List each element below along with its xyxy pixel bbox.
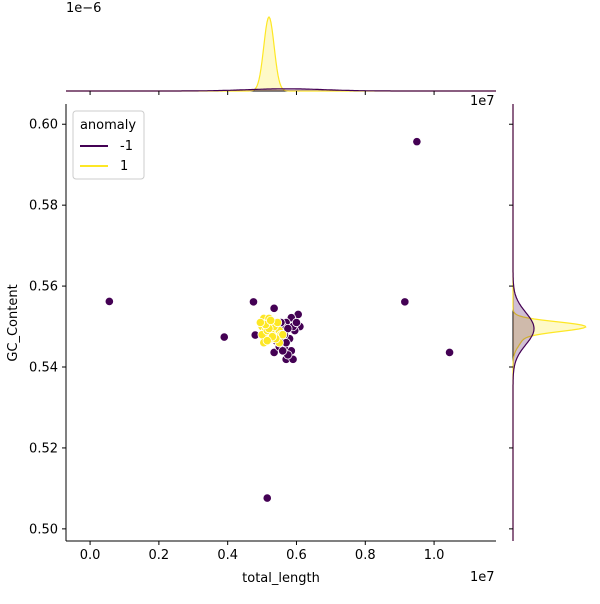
- main-axes: [65, 104, 496, 542]
- point-series0-9: [269, 347, 279, 358]
- legend-box: [72, 110, 145, 180]
- y-ticks: 0.50 0.52 0.54 0.56 0.58 0.60: [29, 118, 513, 537]
- y-axis-label: GC_Content: [6, 284, 21, 361]
- legend-label-neg1: -1: [120, 139, 133, 154]
- top-marginal-offset-label: 1e−6: [66, 1, 101, 16]
- top-marginal-curve-1: [66, 88, 496, 92]
- point-series1-28: [255, 317, 265, 328]
- point-series0-7: [269, 303, 279, 313]
- y-tick-label-1: 0.52: [29, 441, 58, 456]
- point-series0-2: [412, 137, 422, 147]
- x-tick-label-3: 0.6: [286, 548, 307, 563]
- point-series0-1: [219, 332, 229, 342]
- y-tick-label-3: 0.56: [29, 280, 58, 295]
- right-marginal-offset-label: 1e7: [470, 94, 495, 109]
- x-tick-label-1: 0.2: [149, 548, 170, 563]
- legend: anomaly -1 1: [72, 110, 145, 180]
- x-axis-offset-label: 1e7: [470, 570, 495, 585]
- right-marginal-fill-1: [513, 104, 534, 541]
- right-marginal-fill-0: [513, 104, 586, 541]
- point-series0-5: [262, 493, 272, 503]
- point-series0-4: [444, 347, 455, 358]
- x-tick-label-2: 0.4: [217, 548, 238, 563]
- point-series0-34: [283, 323, 293, 334]
- point-series0-30: [291, 317, 302, 328]
- top-marginal-density: [66, 15, 496, 92]
- point-series0-31: [278, 346, 288, 356]
- x-tick-label-5: 1.0: [424, 548, 445, 563]
- legend-title: anomaly: [80, 118, 136, 133]
- y-tick-label-4: 0.58: [29, 199, 58, 214]
- right-marginal-density: [512, 104, 587, 541]
- y-tick-label-0: 0.50: [29, 522, 58, 537]
- point-series1-22: [278, 330, 288, 340]
- point-series0-0: [104, 296, 114, 307]
- point-series0-3: [400, 297, 410, 307]
- point-series0-6: [248, 297, 259, 307]
- y-tick-label-5: 0.60: [29, 118, 58, 133]
- scatter-points: [104, 137, 455, 503]
- legend-label-pos1: 1: [120, 159, 128, 174]
- x-tick-label-4: 0.8: [355, 548, 376, 563]
- x-axis-label: total_length: [242, 571, 320, 586]
- point-series1-27: [262, 336, 272, 346]
- x-tick-label-0: 0.0: [80, 548, 101, 563]
- y-tick-label-2: 0.54: [29, 361, 58, 376]
- top-marginal-fill-0: [66, 17, 496, 91]
- top-marginal-fill-1: [66, 88, 496, 91]
- point-series1-29: [266, 315, 276, 326]
- right-marginal-curve-1: [512, 104, 535, 541]
- top-marginal-curve-0: [66, 15, 496, 92]
- x-ticks: 0.0 0.2 0.4 0.6 0.8 1.0: [80, 91, 445, 563]
